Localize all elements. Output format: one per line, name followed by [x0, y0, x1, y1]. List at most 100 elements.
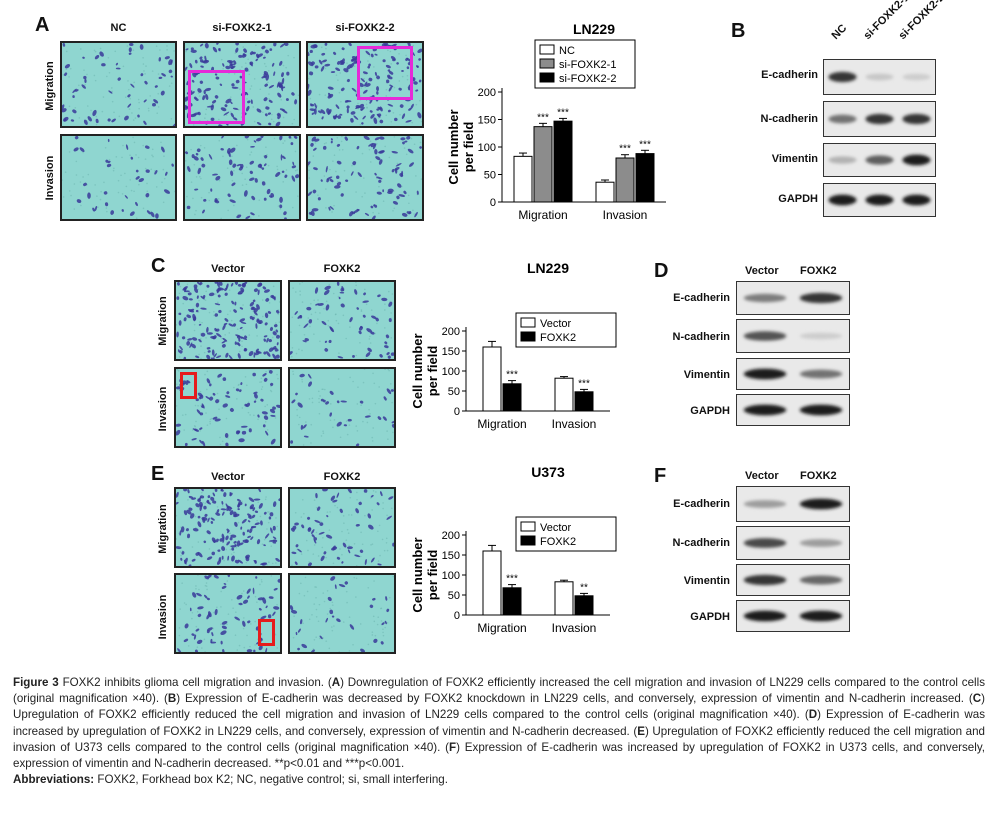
blot-label-d-gapdh: GAPDH: [690, 405, 730, 417]
blot-label-b-vimentin: Vimentin: [771, 153, 818, 165]
column-label-foxk2-e: FOXK2: [323, 471, 361, 483]
row-label-invasion: Invasion: [44, 155, 56, 201]
micrograph-e-vector-migration: [174, 487, 282, 568]
legend-swatch: [520, 535, 536, 546]
micrograph-a-nc-migration: [60, 41, 177, 128]
bar: [574, 595, 594, 616]
significance-label: ***: [537, 112, 549, 123]
bar: [482, 346, 502, 412]
row-label-migration-e: Migration: [157, 504, 169, 554]
significance-label: ***: [506, 370, 518, 381]
lane-label-vector-d: Vector: [745, 265, 779, 277]
significance-label: ***: [639, 139, 651, 150]
column-label-vector-c: Vector: [211, 263, 245, 275]
legend-label: Vector: [540, 522, 572, 534]
micrograph-a-si1-migration: [183, 41, 301, 128]
x-tick-label: Invasion: [552, 621, 597, 635]
micrograph-a-si2-invasion: [306, 134, 424, 221]
legend-label: si-FOXK2-2: [559, 73, 616, 85]
blot-b-e-cadherin: [823, 59, 936, 95]
caption-title: FOXK2 inhibits glioma cell migration and…: [62, 676, 324, 689]
y-tick-label: 200: [442, 326, 460, 338]
column-label-si-foxk2-1: si-FOXK2-1: [212, 22, 272, 34]
figure-caption: Figure 3 FOXK2 inhibits glioma cell migr…: [13, 675, 985, 788]
y-axis-label: Cell number: [410, 333, 425, 408]
x-tick-label: Invasion: [552, 417, 597, 431]
bar: [513, 155, 533, 203]
significance-label: ***: [619, 144, 631, 155]
legend-label: si-FOXK2-1: [559, 59, 616, 71]
y-tick-label: 100: [442, 366, 460, 378]
y-tick-label: 200: [442, 530, 460, 542]
panel-label-c: C: [151, 255, 166, 277]
legend-label: FOXK2: [540, 332, 576, 344]
caption-figure-label: Figure 3: [13, 676, 59, 689]
caption-part-a: (A) Downregulation of FOXK2 efficiently …: [13, 676, 986, 706]
x-tick-label: Migration: [518, 208, 567, 222]
y-axis-label: Cell number: [410, 537, 425, 612]
row-label-migration-c: Migration: [157, 296, 169, 346]
blot-label-f-e-cadherin: E-cadherin: [673, 498, 730, 510]
blot-f-e-cadherin: [736, 486, 850, 522]
caption-part-c: (C) Upregulation of FOXK2 efficiently re…: [13, 692, 986, 722]
highlight-box-a-si2: [357, 46, 413, 100]
legend-swatch: [520, 317, 536, 328]
micrograph-c-foxk2-invasion: [288, 367, 396, 448]
column-label-nc: NC: [110, 22, 127, 34]
micrograph-e-foxk2-invasion: [288, 573, 396, 654]
panel-label-a: A: [35, 14, 50, 36]
y-axis-label: per field: [425, 346, 440, 397]
lane-label-nc: NC: [829, 22, 850, 42]
y-tick-label: 50: [448, 590, 460, 602]
chart-title: LN229: [527, 260, 569, 276]
y-tick-label: 100: [478, 142, 496, 154]
x-tick-label: Invasion: [603, 208, 648, 222]
y-tick-label: 0: [490, 197, 496, 209]
micrograph-c-foxk2-migration: [288, 280, 396, 361]
panel-label-b: B: [731, 20, 746, 42]
panel-label-f: F: [654, 465, 667, 487]
legend-swatch: [539, 44, 555, 55]
bar: [502, 383, 522, 412]
blot-label-d-n-cadherin: N-cadherin: [672, 331, 730, 343]
x-tick-label: Migration: [477, 417, 526, 431]
blot-f-vimentin: [736, 564, 850, 596]
chart-c: LN229 Cell number per field 0 50 100 150 200 ***…: [404, 257, 624, 437]
bar: [482, 550, 502, 616]
micrograph-a-si1-invasion: [183, 134, 301, 221]
column-label-si-foxk2-2: si-FOXK2-2: [335, 22, 395, 34]
panel-label-d: D: [654, 260, 669, 282]
caption-part-e: (E) Upregulation of FOXK2 efficiently re…: [13, 724, 985, 754]
significance-label: ***: [557, 107, 569, 118]
bar: [595, 181, 615, 203]
bar: [554, 377, 574, 412]
row-label-migration: Migration: [44, 61, 56, 111]
caption-part-f: (F) Expression of E-cadherin was increas…: [13, 740, 985, 771]
blot-label-b-n-cadherin: N-cadherin: [760, 113, 818, 125]
blot-label-b-e-cadherin: E-cadherin: [761, 69, 818, 81]
chart-title: LN229: [573, 21, 615, 37]
legend-swatch: [520, 331, 536, 342]
blot-label-d-vimentin: Vimentin: [683, 369, 730, 381]
blot-label-f-n-cadherin: N-cadherin: [672, 537, 730, 549]
highlight-box-e: [258, 619, 275, 646]
row-label-invasion-e: Invasion: [157, 594, 169, 640]
x-tick-label: Migration: [477, 621, 526, 635]
blot-f-gapdh: [736, 600, 850, 632]
bar: [615, 157, 635, 203]
y-tick-label: 150: [442, 346, 460, 358]
y-tick-label: 150: [478, 115, 496, 127]
blot-d-gapdh: [736, 394, 850, 426]
significance-label: ***: [506, 574, 518, 585]
chart-e: U373 Cell number per field 0 50 100 150 200 *** M…: [404, 461, 624, 641]
y-tick-label: 100: [442, 570, 460, 582]
y-tick-label: 150: [442, 550, 460, 562]
caption-abbreviations-label: Abbreviations:: [13, 773, 95, 787]
significance-label: ***: [578, 378, 590, 389]
bar: [574, 391, 594, 412]
bar: [553, 120, 573, 203]
y-tick-label: 0: [454, 406, 460, 418]
caption-abbreviations: FOXK2, Forkhead box K2; NC, negative con…: [97, 773, 448, 787]
y-axis-label: per field: [461, 122, 476, 173]
lane-label-foxk2-f: FOXK2: [800, 470, 837, 482]
